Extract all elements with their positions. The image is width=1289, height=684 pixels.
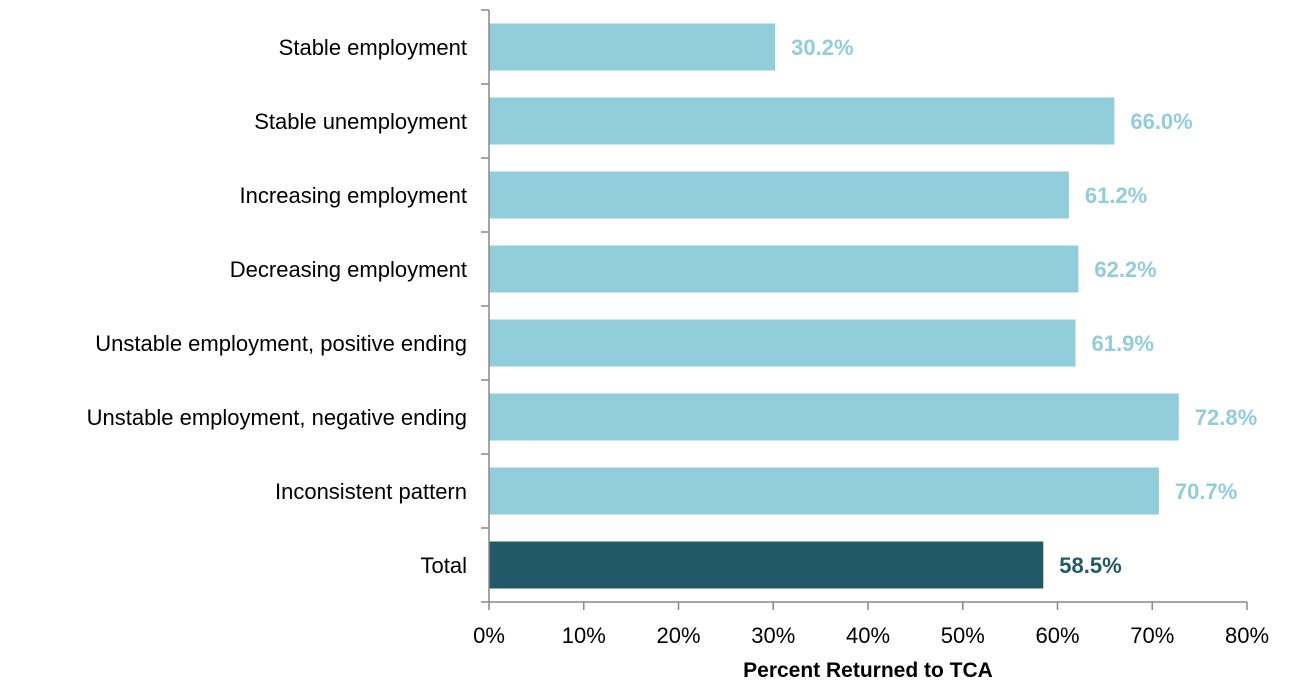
y-axis-ticks (481, 9, 489, 603)
category-label: Stable unemployment (254, 109, 467, 134)
x-tick-label: 70% (1130, 623, 1174, 648)
value-label: 62.2% (1094, 257, 1156, 282)
value-label: 61.9% (1092, 331, 1154, 356)
bar-4 (489, 245, 1079, 293)
x-tick-label: 10% (562, 623, 606, 648)
x-tick-label: 60% (1035, 623, 1079, 648)
value-label: 30.2% (791, 35, 853, 60)
value-label: 58.5% (1059, 553, 1121, 578)
x-axis-title: Percent Returned to TCA (743, 659, 993, 682)
bar-3 (489, 171, 1069, 219)
value-label: 70.7% (1175, 479, 1237, 504)
value-label: 72.8% (1195, 405, 1257, 430)
bar-7 (489, 467, 1159, 515)
value-labels: 30.2% 66.0% 61.2% 62.2% 61.9% 72.8% 70.7% 58.5% (791, 35, 1257, 578)
bar-8 (489, 541, 1044, 589)
category-label: Unstable employment, positive ending (95, 331, 467, 356)
x-tick-label: 30% (751, 623, 795, 648)
x-tick-label: 80% (1225, 623, 1269, 648)
x-tick-label: 0% (473, 623, 505, 648)
bar-1 (489, 23, 776, 71)
value-label: 66.0% (1130, 109, 1192, 134)
value-label: 61.2% (1085, 183, 1147, 208)
x-axis-ticks (488, 602, 1248, 610)
bar-5 (489, 319, 1076, 367)
category-label: Increasing employment (240, 183, 467, 208)
category-labels: Stable employment Stable unemployment Incr… (87, 35, 467, 578)
category-label: Stable employment (279, 35, 467, 60)
bar-2 (489, 97, 1115, 145)
x-tick-label: 20% (656, 623, 700, 648)
category-label: Unstable employment, negative ending (87, 405, 467, 430)
bars-group (489, 23, 1179, 589)
category-label: Decreasing employment (230, 257, 467, 282)
category-label: Total (421, 553, 467, 578)
x-tick-label: 50% (941, 623, 985, 648)
bar-6 (489, 393, 1179, 441)
x-tick-label: 40% (846, 623, 890, 648)
x-tick-labels: 0% 10% 20% 30% 40% 50% 60% 70% 80% (473, 623, 1269, 648)
category-label: Inconsistent pattern (275, 479, 467, 504)
